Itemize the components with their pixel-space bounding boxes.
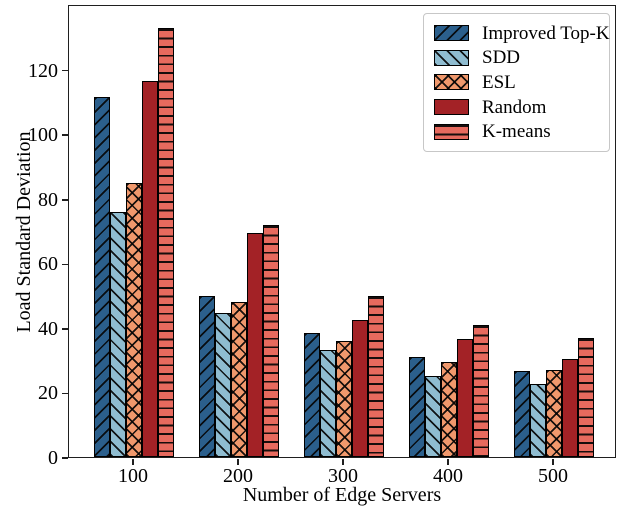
bar-improved-top-k-400 [409, 356, 425, 457]
legend-label: Improved Top-K [482, 22, 610, 44]
bar-improved-top-k-500 [514, 371, 530, 457]
bar-improved-top-k-300 [304, 332, 320, 457]
y-tick [62, 263, 68, 266]
bar-k-means-400 [473, 324, 489, 457]
y-tick-label: 60 [38, 253, 58, 276]
x-tick-label: 200 [223, 465, 253, 487]
bar-random-100 [142, 80, 158, 457]
legend-entry-k-means: K-means [434, 122, 603, 141]
bar-improved-top-k-100 [94, 97, 110, 457]
bar-esl-500 [546, 369, 562, 457]
x-tick [552, 459, 554, 465]
y-tick [62, 457, 68, 459]
bar-esl-100 [126, 182, 142, 457]
bar-random-200 [247, 232, 263, 457]
legend-swatch-icon [434, 74, 469, 91]
bar-sdd-400 [425, 376, 441, 457]
y-tick [62, 134, 68, 136]
bar-esl-200 [231, 302, 247, 457]
bar-k-means-500 [578, 337, 594, 457]
x-tick [132, 459, 134, 465]
y-tick-label: 0 [48, 447, 58, 469]
bar-k-means-100 [158, 27, 174, 457]
legend-entry-esl: ESL [434, 73, 603, 92]
x-tick [237, 459, 239, 465]
y-tick-label: 40 [38, 317, 58, 340]
bar-random-300 [352, 319, 368, 457]
x-tick [342, 459, 344, 465]
bar-esl-400 [441, 361, 457, 457]
bar-k-means-300 [368, 295, 384, 457]
y-tick [62, 69, 68, 72]
legend-entry-sdd: SDD [434, 48, 603, 67]
legend-label: ESL [482, 71, 516, 93]
x-tick-label: 100 [118, 465, 148, 487]
bar-random-500 [562, 358, 578, 457]
legend-entry-improved-top-k: Improved Top-K [434, 24, 610, 43]
y-tick [62, 198, 68, 201]
x-tick-label: 300 [328, 465, 358, 487]
bar-sdd-500 [530, 384, 546, 457]
legend-swatch-icon [434, 25, 469, 42]
bar-k-means-200 [263, 224, 279, 457]
legend-label: SDD [482, 47, 521, 69]
legend-swatch-icon [434, 123, 469, 140]
legend-label: K-means [482, 121, 551, 143]
bar-esl-300 [336, 340, 352, 457]
y-tick-label: 80 [38, 188, 58, 211]
y-tick-label: 20 [38, 382, 58, 405]
x-tick-label: 400 [433, 465, 463, 487]
x-tick-label: 500 [538, 465, 568, 487]
bar-sdd-300 [320, 350, 336, 457]
legend-entry-random: Random [434, 98, 603, 117]
bar-sdd-100 [110, 211, 126, 457]
y-axis-label: Load Standard Deviation [13, 131, 35, 333]
legend-label: Random [482, 96, 547, 118]
legend-swatch-icon [434, 99, 469, 116]
y-tick-label: 100 [28, 124, 58, 147]
legend-swatch-icon [434, 49, 469, 66]
x-tick [447, 459, 449, 465]
legend: Improved Top-K SDD ESL Random K-means [423, 13, 610, 152]
bar-sdd-200 [215, 313, 231, 457]
bar-random-400 [457, 339, 473, 457]
y-tick [62, 328, 68, 330]
bar-improved-top-k-200 [199, 295, 215, 457]
y-tick [62, 392, 68, 395]
x-axis-label: Number of Edge Servers [242, 484, 442, 506]
y-tick-label: 120 [28, 59, 58, 82]
